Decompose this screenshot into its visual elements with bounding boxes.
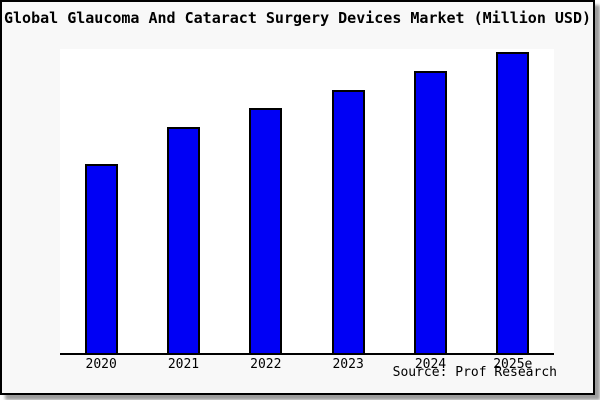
bar-slot [60, 49, 142, 353]
x-tick-label-2024: 2024 [414, 357, 447, 372]
x-tick-label-2020: 2020 [85, 357, 117, 372]
x-tick-label-2021: 2021 [167, 357, 200, 372]
x-tick-label-2025e: 2025e [493, 357, 533, 372]
x-tick-label-2022: 2022 [250, 357, 282, 372]
bar-slot [472, 49, 554, 353]
bar-2023 [331, 90, 365, 353]
plot-area [60, 49, 554, 355]
bar-slot [389, 49, 471, 353]
bar-slot [307, 49, 389, 353]
source-note: Source: Prof Research [392, 365, 557, 380]
chart-title: Global Glaucoma And Cataract Surgery Dev… [4, 9, 591, 27]
chart-figure: Global Glaucoma And Cataract Surgery Dev… [0, 0, 595, 395]
bar-2021 [166, 127, 200, 353]
bar-slot [142, 49, 224, 353]
x-axis-labels: 2020 2021 2022 2023 2024 2025e [60, 357, 554, 372]
bar-2025e [496, 52, 530, 353]
bar-2020 [84, 164, 118, 353]
bar-slot [225, 49, 307, 353]
bar-2024 [413, 71, 447, 353]
x-tick-label-2023: 2023 [332, 357, 364, 372]
bar-2022 [249, 108, 283, 353]
